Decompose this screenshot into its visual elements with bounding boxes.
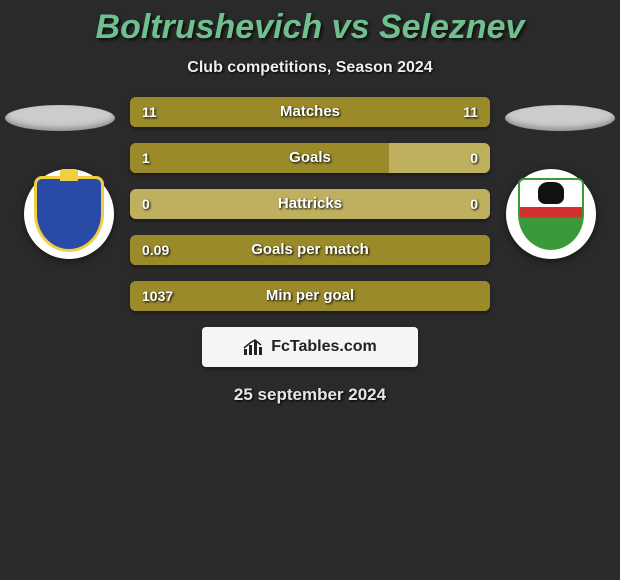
page-title: Boltrushevich vs Seleznev [0, 0, 620, 47]
subtitle: Club competitions, Season 2024 [0, 59, 620, 77]
branding-text: FcTables.com [271, 338, 377, 356]
comparison-container: 1111Matches 10Goals 00Hattricks 0.09Goals p… [0, 97, 620, 405]
branding-badge: FcTables.com [202, 327, 418, 367]
player-placeholder-right [505, 105, 615, 131]
shield-icon [518, 178, 584, 250]
team-crest-left [24, 169, 114, 259]
stat-row: 10Goals [130, 143, 490, 173]
player-placeholder-left [5, 105, 115, 131]
stat-row: 00Hattricks [130, 189, 490, 219]
shield-icon [34, 176, 104, 252]
stat-label: Goals [130, 143, 490, 173]
stat-label: Matches [130, 97, 490, 127]
stat-row: 1037Min per goal [130, 281, 490, 311]
snapshot-date: 25 september 2024 [0, 385, 620, 405]
stats-table: 1111Matches 10Goals 00Hattricks 0.09Goals p… [130, 97, 490, 311]
stat-label: Hattricks [130, 189, 490, 219]
bar-chart-icon [243, 338, 265, 356]
stat-row: 1111Matches [130, 97, 490, 127]
stat-label: Goals per match [130, 235, 490, 265]
team-crest-right [506, 169, 596, 259]
stat-label: Min per goal [130, 281, 490, 311]
stat-row: 0.09Goals per match [130, 235, 490, 265]
